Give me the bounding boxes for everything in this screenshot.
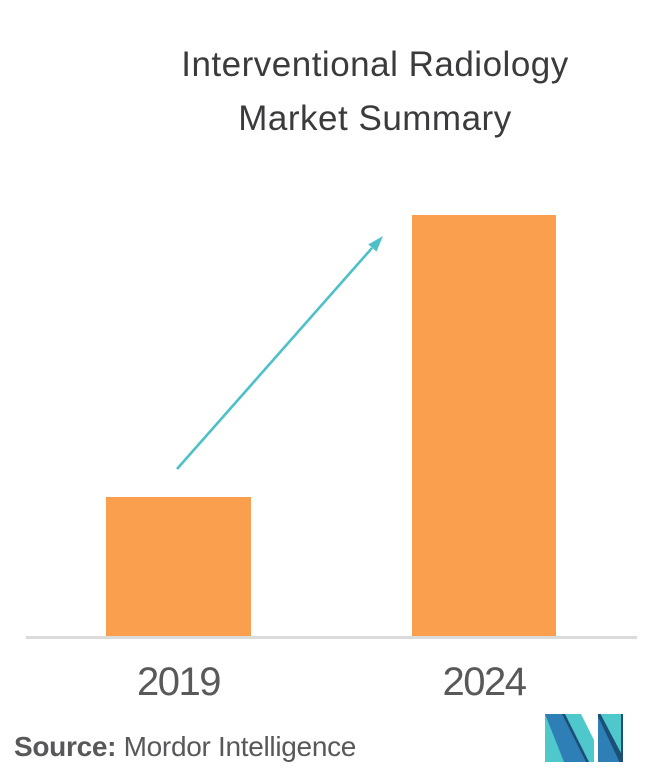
x-axis-label-2024: 2024 xyxy=(442,660,527,704)
logo-m-blue-band xyxy=(545,714,586,762)
source-name: Mordor Intelligence xyxy=(116,731,357,762)
x-axis-line xyxy=(26,636,637,639)
bar-2019 xyxy=(106,497,251,638)
logo-i-teal-triangle xyxy=(600,714,621,753)
chart-title: Interventional Radiology Market Summary xyxy=(91,38,659,146)
chart-title-line-2: Market Summary xyxy=(238,99,512,138)
chart-title-line-1: Interventional Radiology xyxy=(181,45,569,84)
x-axis-label-2019: 2019 xyxy=(137,660,221,704)
growth-arrow-shaft xyxy=(176,247,373,470)
growth-arrow-head xyxy=(368,236,383,252)
logo-i-blue-triangle xyxy=(598,716,620,762)
source-attribution: Source: Mordor Intelligence xyxy=(14,731,356,763)
bar-2024 xyxy=(412,215,556,638)
mordor-intelligence-logo-icon xyxy=(545,714,623,762)
source-label: Source: xyxy=(14,731,117,762)
